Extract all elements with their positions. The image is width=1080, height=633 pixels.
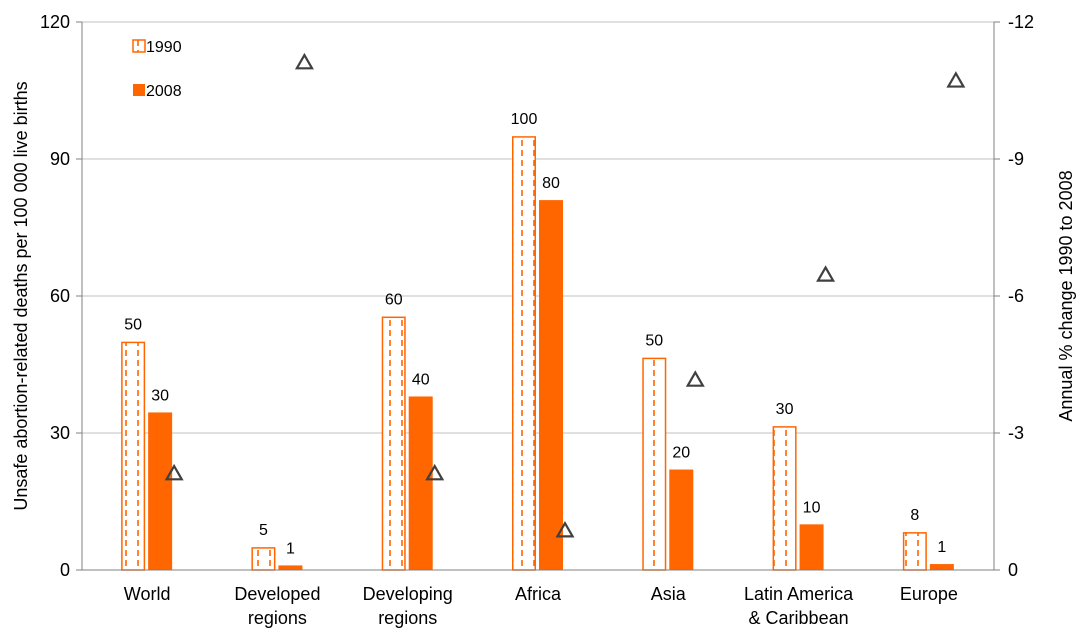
bar-2008	[278, 565, 303, 570]
y2-tick-label: -12	[1008, 12, 1034, 32]
data-label-2008: 1	[286, 540, 295, 557]
data-label-2008: 10	[803, 499, 821, 516]
data-label-1990: 50	[645, 333, 663, 350]
category-label: Europe	[900, 584, 958, 604]
data-label-2008: 20	[672, 445, 690, 462]
bar-2008	[799, 524, 824, 570]
y2-axis-title: Annual % change 1990 to 2008	[1056, 170, 1076, 421]
category-label-line: Developing	[363, 584, 453, 604]
triangle-marker	[555, 520, 575, 538]
triangle-marker	[425, 463, 445, 481]
data-label-1990: 50	[124, 317, 142, 334]
category-label-line: Europe	[900, 584, 958, 604]
bar-2008	[669, 469, 694, 570]
category-label-line: World	[124, 584, 171, 604]
legend-swatch-2008	[133, 84, 145, 96]
category-label: Africa	[515, 584, 562, 604]
category-label-line: Asia	[651, 584, 687, 604]
triangle-marker	[946, 71, 966, 88]
category-label: Developing regions	[363, 584, 453, 628]
data-label-1990: 100	[511, 111, 538, 128]
category-label: Developed regions	[234, 584, 320, 628]
data-label-2008: 40	[412, 371, 430, 388]
bar-2008	[408, 396, 433, 570]
legend: 1990 2008	[132, 39, 182, 100]
category-label-line: Latin America	[744, 584, 854, 604]
legend-label-2008: 2008	[146, 83, 182, 100]
bar-2008	[929, 564, 954, 570]
y-tick-label: 0	[60, 560, 70, 580]
category-label-line: Developed	[234, 584, 320, 604]
y-tick-label: 120	[40, 12, 70, 32]
y2-tick-label: -6	[1008, 286, 1024, 306]
bar-1990	[642, 357, 667, 571]
triangle-marker	[685, 370, 705, 387]
data-label-1990: 5	[259, 522, 268, 539]
category-label: Asia	[651, 584, 687, 604]
y2-tick-label: 0	[1008, 560, 1018, 580]
bars	[121, 136, 954, 571]
markers	[164, 52, 966, 538]
legend-label-1990: 1990	[146, 39, 182, 56]
category-label-line: & Caribbean	[749, 608, 849, 628]
category-label-line: Africa	[515, 584, 562, 604]
bar-1990	[381, 316, 406, 571]
triangle-marker	[816, 265, 836, 282]
y2-tick-label: -9	[1008, 149, 1024, 169]
bar-1990	[121, 341, 146, 571]
axes	[76, 21, 1000, 571]
y-tick-label: 90	[50, 149, 70, 169]
data-label-1990: 30	[776, 401, 794, 418]
y-tick-label: 60	[50, 286, 70, 306]
bar-1990	[772, 426, 797, 571]
data-label-1990: 8	[910, 507, 919, 524]
bar-1990	[902, 532, 927, 571]
y-tick-label: 30	[50, 423, 70, 443]
y2-tick-label: -3	[1008, 423, 1024, 443]
data-label-1990: 60	[385, 292, 403, 309]
bar-2008	[539, 200, 563, 570]
bar-2008	[148, 412, 173, 570]
triangle-marker	[294, 52, 314, 70]
y-axis-title: Unsafe abortion-related deaths per 100 0…	[11, 81, 31, 510]
triangle-marker	[164, 463, 184, 481]
category-label-line: regions	[248, 608, 307, 628]
category-label-line: regions	[378, 608, 437, 628]
data-label-2008: 80	[542, 175, 560, 192]
data-label-2008: 1	[937, 539, 946, 556]
legend-swatch-1990	[132, 39, 146, 53]
gridlines	[82, 21, 994, 434]
bar-1990	[251, 547, 276, 571]
data-label-2008: 30	[151, 387, 169, 404]
category-label: World	[124, 584, 171, 604]
category-label: Latin America & Caribbean	[744, 584, 854, 628]
bar-1990	[512, 136, 536, 571]
